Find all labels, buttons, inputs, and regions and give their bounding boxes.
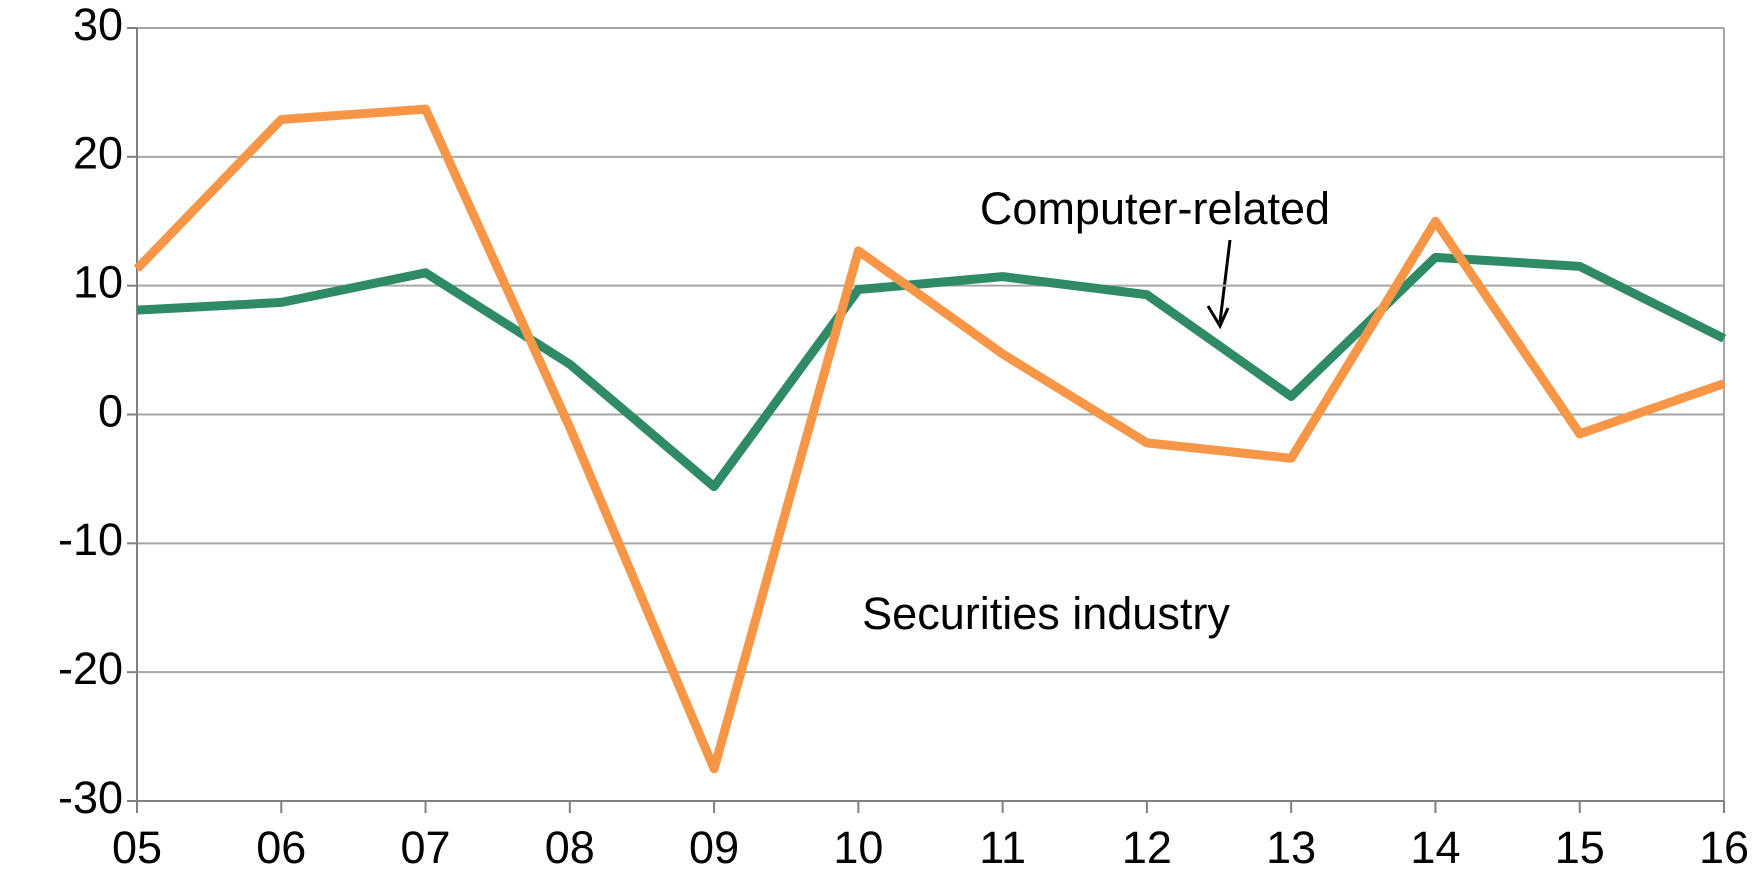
series-line xyxy=(133,104,1726,774)
y-tick-label: 30 xyxy=(73,0,123,50)
series-annotation: Computer-related xyxy=(980,183,1330,234)
y-tick-label: -20 xyxy=(58,643,123,694)
x-tick-label: 15 xyxy=(1555,822,1605,873)
x-tick-label: 05 xyxy=(112,822,162,873)
x-tick-label: 09 xyxy=(689,822,739,873)
annotation-arrow xyxy=(1218,239,1232,323)
x-tick-label: 14 xyxy=(1410,822,1460,873)
series-annotation: Securities industry xyxy=(862,588,1230,639)
y-tick-label: 10 xyxy=(73,257,123,308)
annotation-arrowhead xyxy=(1206,305,1230,330)
y-tick-label: -30 xyxy=(58,772,123,823)
y-tick-label: -10 xyxy=(58,514,123,565)
x-tick-label: 11 xyxy=(979,822,1026,873)
x-tick-label: 12 xyxy=(1122,822,1172,873)
y-tick-label: 20 xyxy=(73,128,123,179)
x-tick-label: 07 xyxy=(401,822,451,873)
x-tick-label: 10 xyxy=(833,822,883,873)
x-tick-label: 13 xyxy=(1266,822,1316,873)
x-tick-label: 08 xyxy=(545,822,595,873)
x-tick-label: 06 xyxy=(256,822,306,873)
x-tick-label: 16 xyxy=(1699,822,1749,873)
y-tick-label: 0 xyxy=(98,385,123,436)
